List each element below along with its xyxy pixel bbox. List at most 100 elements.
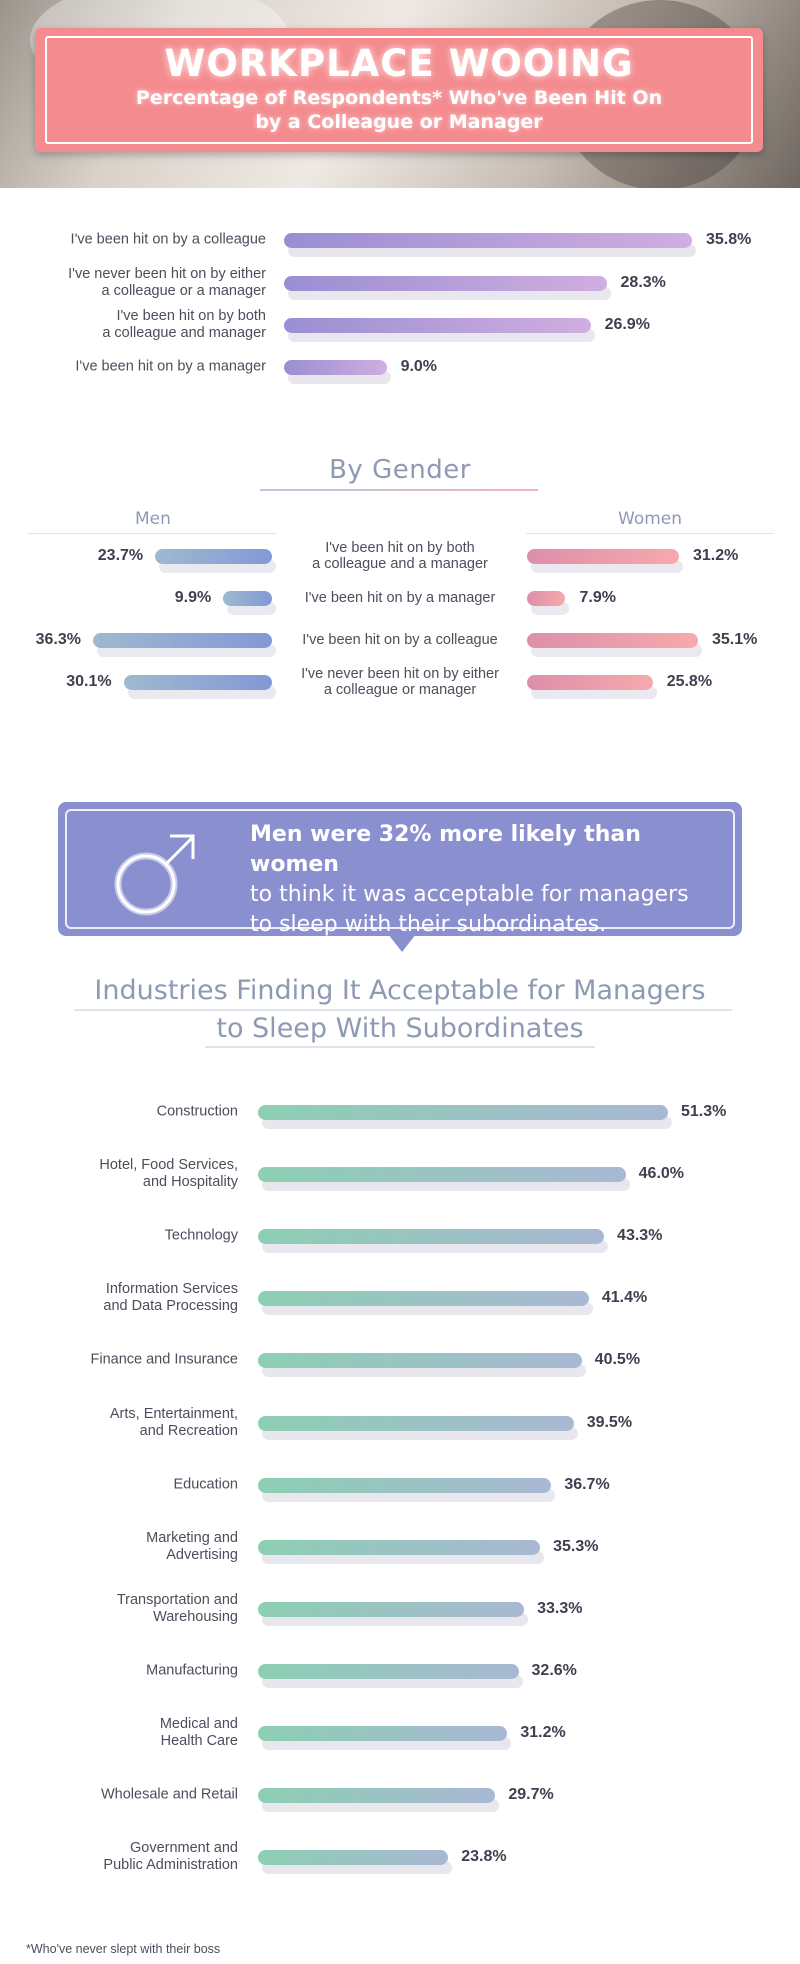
category-label: Construction	[157, 1104, 238, 1121]
category-label: Information Services and Data Processing	[103, 1281, 238, 1315]
category-label: Manufacturing	[146, 1662, 238, 1679]
value-label: 41.4%	[601, 1289, 648, 1307]
bar-row: Marketing and Advertising 35.3%	[0, 1527, 800, 1567]
category-label-line: Warehousing	[153, 1608, 238, 1625]
bar-row: I've been hit on by both a colleague and …	[0, 305, 800, 345]
category-label-line: Education	[173, 1476, 239, 1493]
category-label: I've been hit on by both a colleague and …	[102, 308, 266, 342]
bar-row: Information Services and Data Processing 4…	[0, 1278, 800, 1318]
category-label-line: a colleague and manager	[102, 325, 266, 341]
bar	[284, 360, 387, 375]
category-label-line: Information Services	[105, 1281, 238, 1298]
bar	[258, 1229, 605, 1245]
value-label: 31.2%	[520, 1724, 566, 1741]
category-label-line: Finance and Insurance	[90, 1351, 238, 1368]
industries-title-line-2: to Sleep With Subordinates	[216, 1013, 584, 1044]
bar	[284, 233, 692, 248]
page-subtitle: Percentage of Respondents* Who've Been H…	[35, 86, 763, 134]
bar-row: Hotel, Food Services, and Hospitality 46.0…	[0, 1154, 800, 1194]
women-bar	[527, 675, 653, 690]
category-label-line: I've been hit on by a colleague	[70, 231, 266, 248]
value-label: 36.7%	[564, 1475, 610, 1493]
women-value-label: 35.1%	[712, 631, 758, 648]
category-label-line: and Data Processing	[103, 1298, 238, 1315]
bar	[258, 1850, 449, 1866]
callout-line-2: to think it was acceptable for managers	[250, 882, 689, 907]
value-label: 33.3%	[537, 1599, 583, 1617]
page-title: WORKPLACE WOOING	[164, 42, 634, 85]
value-label: 29.7%	[508, 1786, 554, 1804]
category-label: Finance and Insurance	[90, 1352, 238, 1369]
value-label: 35.3%	[553, 1537, 599, 1555]
bar-row: Construction 51.3%	[0, 1092, 800, 1132]
category-label: I've never been hit on by either a collea…	[275, 666, 525, 698]
women-header-rule	[526, 533, 774, 534]
category-label: Wholesale and Retail	[101, 1787, 238, 1804]
industries-title-line-1: Industries Finding It Acceptable for Man…	[94, 975, 706, 1006]
women-bar	[527, 549, 679, 564]
category-label-line: I've been hit on by a manager	[75, 358, 266, 375]
callout-bold-line: Men were 32% more likely than women	[250, 822, 641, 877]
bar-row: I've been hit on by a manager 9.0%	[0, 347, 800, 387]
bar-row: Finance and Insurance 40.5%	[0, 1340, 800, 1380]
category-label: Government and Public Administration	[103, 1840, 238, 1874]
category-label-line: I've been hit on by a manager	[304, 590, 496, 606]
bar-row: Transportation and Warehousing 33.3%	[0, 1589, 800, 1629]
industries-title-rule-1	[74, 1009, 732, 1011]
men-bar	[93, 633, 272, 648]
bar	[258, 1167, 626, 1183]
women-value-label: 25.8%	[666, 673, 713, 690]
category-label-line: Advertising	[166, 1546, 238, 1563]
footnote: *Who've never slept with their boss	[26, 1942, 221, 1956]
bar	[258, 1415, 574, 1431]
bar	[258, 1601, 525, 1617]
men-bar	[155, 549, 272, 564]
bar-row: Wholesale and Retail 29.7%	[0, 1775, 800, 1815]
title-box-border	[45, 36, 753, 144]
value-label: 39.5%	[586, 1413, 633, 1431]
category-label: Technology	[165, 1228, 238, 1245]
bar	[258, 1477, 552, 1493]
subtitle-line-2: by a Colleague or Manager	[255, 111, 543, 133]
category-label-line: a colleague or a manager	[101, 283, 266, 299]
value-label: 9.0%	[400, 358, 438, 375]
category-label: I've been hit on by a colleague	[71, 232, 266, 249]
category-label-line: Technology	[164, 1227, 238, 1244]
category-label-line: I've been hit on by a colleague	[302, 632, 498, 648]
value-label: 40.5%	[594, 1351, 641, 1369]
women-value-label: 31.2%	[693, 547, 739, 564]
men-column-header: Men	[135, 509, 171, 529]
category-label-line: I've never been hit on by either	[68, 266, 266, 282]
men-bar	[223, 591, 272, 606]
category-label-line: Construction	[156, 1103, 238, 1120]
bar-row: Manufacturing 32.6%	[0, 1651, 800, 1691]
bar-row: I've never been hit on by either a collea…	[0, 263, 800, 303]
men-value-label: 23.7%	[97, 547, 144, 564]
callout-border	[65, 809, 735, 929]
men-bar	[123, 675, 272, 690]
category-label-line: Transportation and	[116, 1591, 238, 1608]
category-label: I've been hit on by a manager	[75, 359, 266, 376]
bar-row: Government and Public Administration 23.8%	[0, 1837, 800, 1877]
bar-row: Arts, Entertainment, and Recreation 39.5%	[0, 1403, 800, 1443]
male-symbol-icon	[114, 834, 195, 916]
category-label-line: Government and	[129, 1840, 238, 1857]
callout-pointer	[388, 934, 416, 952]
gender-section-title: By Gender	[329, 455, 471, 485]
men-value-label: 30.1%	[66, 673, 112, 690]
gender-row: I've never been hit on by either a collea…	[0, 662, 800, 702]
value-label: 32.6%	[531, 1661, 577, 1679]
category-label-line: and Hospitality	[142, 1174, 238, 1191]
category-label-line: Public Administration	[103, 1857, 238, 1874]
value-label: 35.8%	[706, 231, 752, 248]
category-label-line: I've been hit on by both	[325, 540, 475, 556]
bar	[258, 1788, 496, 1804]
bar-row: Technology 43.3%	[0, 1216, 800, 1256]
bar	[284, 318, 591, 333]
category-label: Medical and Health Care	[160, 1716, 238, 1750]
men-header-rule	[27, 533, 277, 534]
category-label-line: Health Care	[160, 1733, 238, 1749]
callout-text: Men were 32% more likely than women to t…	[250, 820, 720, 940]
industries-title-rule-2	[205, 1046, 595, 1048]
title-box: WORKPLACE WOOING Percentage of Responden…	[35, 28, 763, 152]
